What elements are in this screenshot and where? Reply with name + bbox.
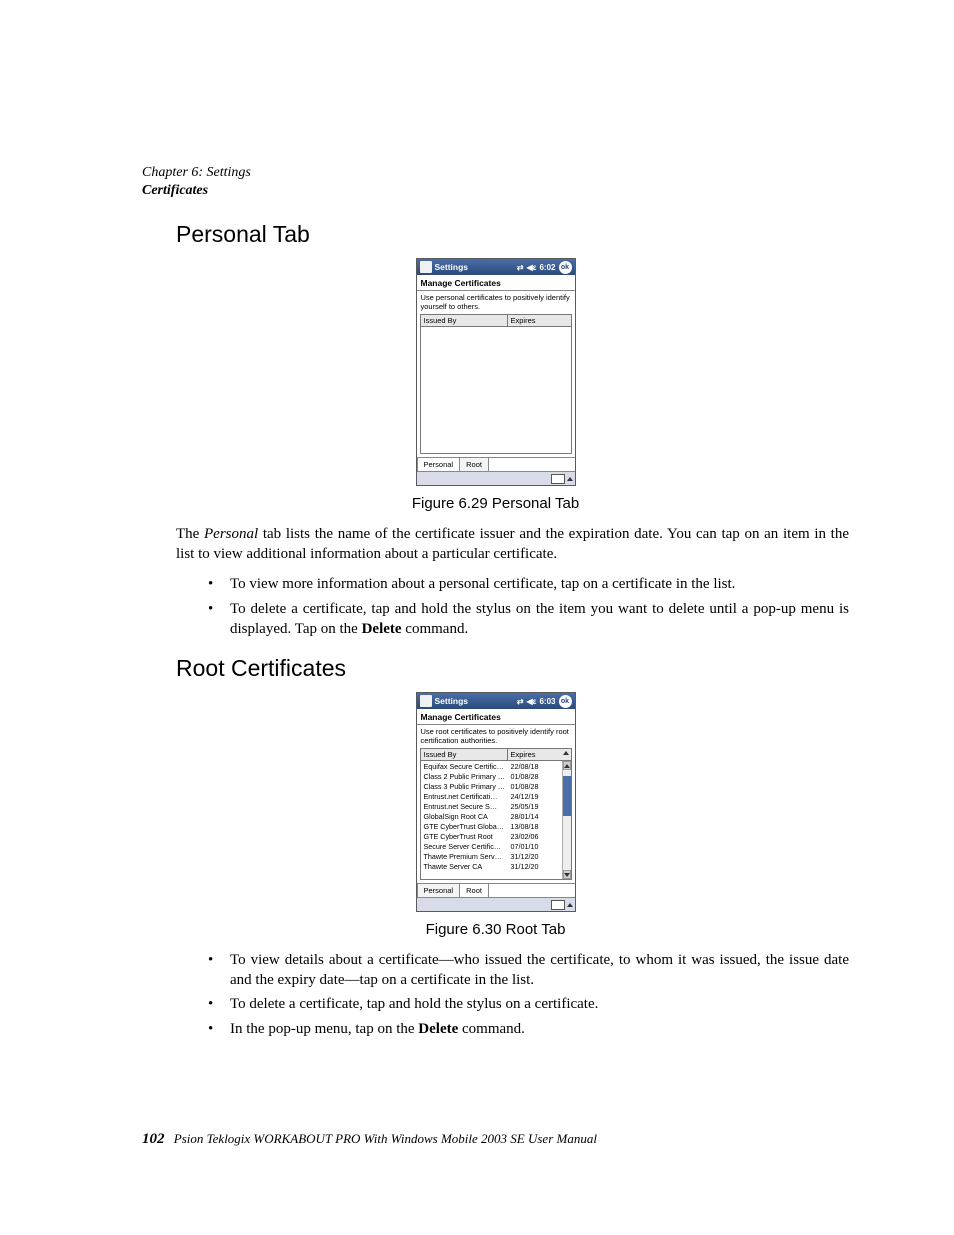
window-title: Settings: [435, 262, 514, 272]
panel-title: Manage Certificates: [417, 275, 575, 291]
table-row[interactable]: Class 2 Public Primary …01/08/28: [421, 771, 571, 781]
personal-paragraph: The Personal tab lists the name of the c…: [176, 524, 849, 565]
bullet-view-personal: To view more information about a persona…: [202, 574, 849, 594]
table-row[interactable]: Thawte Server CA31/12/20: [421, 861, 571, 871]
scroll-thumb[interactable]: [563, 776, 571, 816]
scroll-track[interactable]: [563, 770, 571, 870]
personal-bullets: To view more information about a persona…: [202, 574, 849, 639]
window-title-2: Settings: [435, 696, 514, 706]
tab-row: Personal Root: [417, 457, 575, 471]
scrollbar[interactable]: [562, 761, 571, 879]
screenshot-personal: Settings ⇄ ◀ε 6:02 ok Manage Certificate…: [416, 258, 576, 486]
table-row[interactable]: Entrust.net Secure S…25/05/19: [421, 801, 571, 811]
scroll-down-button[interactable]: [563, 870, 571, 879]
volume-icon: ◀ε: [527, 263, 537, 272]
ok-button-2[interactable]: ok: [559, 695, 572, 708]
start-icon-2[interactable]: [420, 695, 432, 707]
cell-issued: Thawte Premium Serv…: [421, 852, 508, 861]
scroll-up-button[interactable]: [563, 761, 571, 770]
bottom-bar: [417, 471, 575, 485]
bullet-popup-root: In the pop-up menu, tap on the Delete co…: [202, 1019, 849, 1039]
table-row[interactable]: GTE CyberTrust Globa…13/08/18: [421, 821, 571, 831]
cell-issued: GTE CyberTrust Globa…: [421, 822, 508, 831]
cert-table-2: Issued By Expires Equifax Secure Certifi…: [420, 748, 572, 880]
volume-icon-2: ◀ε: [527, 697, 537, 706]
table-row[interactable]: Equifax Secure Certific…22/08/18: [421, 761, 571, 771]
connectivity-icon-2: ⇄: [517, 697, 524, 706]
titlebar-2: Settings ⇄ ◀ε 6:03 ok: [417, 693, 575, 709]
tab-row-2: Personal Root: [417, 883, 575, 897]
root-bullets: To view details about a certificate—who …: [202, 950, 849, 1039]
bullet-delete-personal: To delete a certificate, tap and hold th…: [202, 599, 849, 640]
table-body-root[interactable]: Equifax Secure Certific…22/08/18Class 2 …: [421, 761, 571, 879]
up-caret-icon[interactable]: [567, 477, 573, 481]
panel-description: Use personal certificates to positively …: [417, 291, 575, 314]
tab-root[interactable]: Root: [460, 457, 489, 471]
table-body-empty: [421, 327, 571, 453]
table-row[interactable]: Entrust.net Certificati…24/12/19: [421, 791, 571, 801]
chapter-line: Chapter 6: Settings: [142, 165, 849, 181]
bottom-bar-2: [417, 897, 575, 911]
caption-630: Figure 6.30 Root Tab: [142, 921, 849, 938]
cell-issued: Class 2 Public Primary …: [421, 772, 508, 781]
tab-personal[interactable]: Personal: [417, 457, 461, 471]
keyboard-icon[interactable]: [551, 474, 565, 484]
bullet-view-root: To view details about a certificate—who …: [202, 950, 849, 991]
table-row[interactable]: Thawte Premium Serv…31/12/20: [421, 851, 571, 861]
page-number: 102: [142, 1131, 165, 1147]
footer: 102 Psion Teklogix WORKABOUT PRO With Wi…: [142, 1131, 597, 1148]
cell-issued: Entrust.net Secure S…: [421, 802, 508, 811]
col-expires[interactable]: Expires: [508, 315, 571, 326]
ok-button[interactable]: ok: [559, 261, 572, 274]
cell-issued: Entrust.net Certificati…: [421, 792, 508, 801]
cell-issued: GlobalSign Root CA: [421, 812, 508, 821]
start-icon[interactable]: [420, 261, 432, 273]
clock-2: 6:03: [539, 697, 555, 706]
keyboard-icon-2[interactable]: [551, 900, 565, 910]
footer-text: Psion Teklogix WORKABOUT PRO With Window…: [174, 1131, 597, 1146]
cell-issued: GTE CyberTrust Root: [421, 832, 508, 841]
titlebar: Settings ⇄ ◀ε 6:02 ok: [417, 259, 575, 275]
section-line: Certificates: [142, 183, 849, 199]
up-caret-icon-2[interactable]: [567, 903, 573, 907]
table-row[interactable]: GlobalSign Root CA28/01/14: [421, 811, 571, 821]
table-row[interactable]: GTE CyberTrust Root23/02/06: [421, 831, 571, 841]
table-row[interactable]: Secure Server Certific…07/01/10: [421, 841, 571, 851]
tab-personal-2[interactable]: Personal: [417, 883, 461, 897]
cell-issued: Thawte Server CA: [421, 862, 508, 871]
col-issued-by[interactable]: Issued By: [421, 315, 508, 326]
heading-personal: Personal Tab: [176, 221, 849, 248]
tab-root-2[interactable]: Root: [460, 883, 489, 897]
cell-issued: Equifax Secure Certific…: [421, 762, 508, 771]
cert-table: Issued By Expires: [420, 314, 572, 454]
screenshot-root: Settings ⇄ ◀ε 6:03 ok Manage Certificate…: [416, 692, 576, 912]
sort-up-icon: [563, 751, 569, 755]
panel-title-2: Manage Certificates: [417, 709, 575, 725]
bullet-delete-root: To delete a certificate, tap and hold th…: [202, 994, 849, 1014]
clock: 6:02: [539, 263, 555, 272]
cell-issued: Class 3 Public Primary …: [421, 782, 508, 791]
connectivity-icon: ⇄: [517, 263, 524, 272]
col-expires-2[interactable]: Expires: [508, 749, 571, 760]
table-row[interactable]: Class 3 Public Primary …01/08/28: [421, 781, 571, 791]
col-issued-by-2[interactable]: Issued By: [421, 749, 508, 760]
heading-root: Root Certificates: [176, 655, 849, 682]
cell-issued: Secure Server Certific…: [421, 842, 508, 851]
caption-629: Figure 6.29 Personal Tab: [142, 495, 849, 512]
panel-description-2: Use root certificates to positively iden…: [417, 725, 575, 748]
